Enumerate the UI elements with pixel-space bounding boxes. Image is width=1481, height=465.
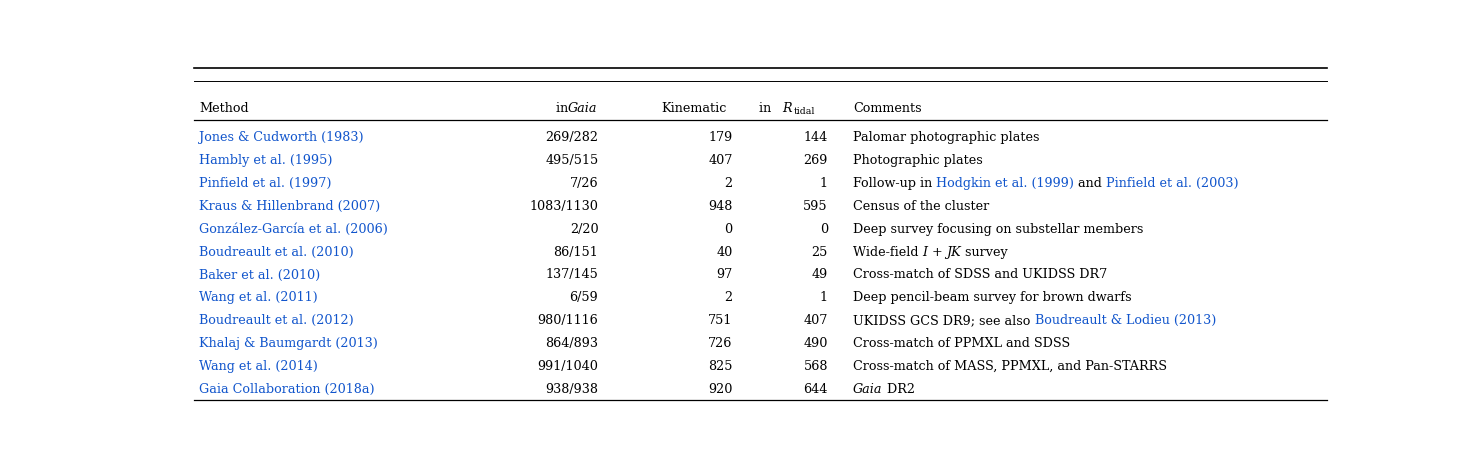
Text: R: R	[782, 102, 791, 115]
Text: 595: 595	[803, 200, 828, 213]
Text: 40: 40	[717, 246, 733, 259]
Text: Photographic plates: Photographic plates	[853, 154, 983, 167]
Text: 920: 920	[708, 383, 733, 396]
Text: Census of the cluster: Census of the cluster	[853, 200, 989, 213]
Text: 751: 751	[708, 314, 733, 327]
Text: 49: 49	[812, 268, 828, 281]
Text: Kinematic: Kinematic	[662, 102, 727, 115]
Text: Hambly et al. (1995): Hambly et al. (1995)	[198, 154, 332, 167]
Text: Comments: Comments	[853, 102, 921, 115]
Text: Khalaj & Baumgardt (2013): Khalaj & Baumgardt (2013)	[198, 337, 378, 350]
Text: Pinfield et al. (2003): Pinfield et al. (2003)	[1106, 177, 1240, 190]
Text: 2: 2	[724, 177, 733, 190]
Text: Method: Method	[198, 102, 249, 115]
Text: 97: 97	[717, 268, 733, 281]
Text: Gaia: Gaia	[567, 102, 597, 115]
Text: 495/515: 495/515	[545, 154, 598, 167]
Text: González-García et al. (2006): González-García et al. (2006)	[198, 223, 388, 236]
Text: 644: 644	[804, 383, 828, 396]
Text: and: and	[1074, 177, 1106, 190]
Text: I: I	[923, 246, 927, 259]
Text: 407: 407	[708, 154, 733, 167]
Text: 2/20: 2/20	[570, 223, 598, 236]
Text: Wang et al. (2014): Wang et al. (2014)	[198, 360, 318, 373]
Text: 0: 0	[820, 223, 828, 236]
Text: Deep pencil-beam survey for brown dwarfs: Deep pencil-beam survey for brown dwarfs	[853, 292, 1131, 305]
Text: Palomar photographic plates: Palomar photographic plates	[853, 131, 1040, 144]
Text: 991/1040: 991/1040	[538, 360, 598, 373]
Text: JK: JK	[946, 246, 961, 259]
Text: 269: 269	[804, 154, 828, 167]
Text: 179: 179	[708, 131, 733, 144]
Text: 0: 0	[724, 223, 733, 236]
Text: Boudreault et al. (2010): Boudreault et al. (2010)	[198, 246, 354, 259]
Text: Jones & Cudworth (1983): Jones & Cudworth (1983)	[198, 131, 363, 144]
Text: 490: 490	[804, 337, 828, 350]
Text: Boudreault et al. (2012): Boudreault et al. (2012)	[198, 314, 354, 327]
Text: Wide-field: Wide-field	[853, 246, 923, 259]
Text: 1: 1	[820, 177, 828, 190]
Text: UKIDSS GCS DR9; see also: UKIDSS GCS DR9; see also	[853, 314, 1035, 327]
Text: in: in	[555, 102, 572, 115]
Text: 269/282: 269/282	[545, 131, 598, 144]
Text: 864/893: 864/893	[545, 337, 598, 350]
Text: 6/59: 6/59	[570, 292, 598, 305]
Text: Follow-up in: Follow-up in	[853, 177, 936, 190]
Text: Gaia Collaboration (2018a): Gaia Collaboration (2018a)	[198, 383, 375, 396]
Text: Kraus & Hillenbrand (2007): Kraus & Hillenbrand (2007)	[198, 200, 381, 213]
Text: tidal: tidal	[794, 107, 815, 116]
Text: Cross-match of SDSS and UKIDSS DR7: Cross-match of SDSS and UKIDSS DR7	[853, 268, 1108, 281]
Text: 568: 568	[803, 360, 828, 373]
Text: Hodgkin et al. (1999): Hodgkin et al. (1999)	[936, 177, 1074, 190]
Text: Baker et al. (2010): Baker et al. (2010)	[198, 268, 320, 281]
Text: 407: 407	[804, 314, 828, 327]
Text: +: +	[927, 246, 946, 259]
Text: 86/151: 86/151	[554, 246, 598, 259]
Text: Pinfield et al. (1997): Pinfield et al. (1997)	[198, 177, 332, 190]
Text: Cross-match of PPMXL and SDSS: Cross-match of PPMXL and SDSS	[853, 337, 1071, 350]
Text: Boudreault & Lodieu (2013): Boudreault & Lodieu (2013)	[1035, 314, 1216, 327]
Text: in: in	[760, 102, 775, 115]
Text: 948: 948	[708, 200, 733, 213]
Text: 980/1116: 980/1116	[538, 314, 598, 327]
Text: Gaia: Gaia	[853, 383, 883, 396]
Text: 938/938: 938/938	[545, 383, 598, 396]
Text: DR2: DR2	[883, 383, 915, 396]
Text: survey: survey	[961, 246, 1007, 259]
Text: Cross-match of MASS, PPMXL, and Pan-STARRS: Cross-match of MASS, PPMXL, and Pan-STAR…	[853, 360, 1167, 373]
Text: 825: 825	[708, 360, 733, 373]
Text: Wang et al. (2011): Wang et al. (2011)	[198, 292, 317, 305]
Text: 25: 25	[812, 246, 828, 259]
Text: 1083/1130: 1083/1130	[529, 200, 598, 213]
Text: 726: 726	[708, 337, 733, 350]
Text: 2: 2	[724, 292, 733, 305]
Text: 7/26: 7/26	[570, 177, 598, 190]
Text: 1: 1	[820, 292, 828, 305]
Text: 144: 144	[804, 131, 828, 144]
Text: 137/145: 137/145	[545, 268, 598, 281]
Text: Deep survey focusing on substellar members: Deep survey focusing on substellar membe…	[853, 223, 1143, 236]
